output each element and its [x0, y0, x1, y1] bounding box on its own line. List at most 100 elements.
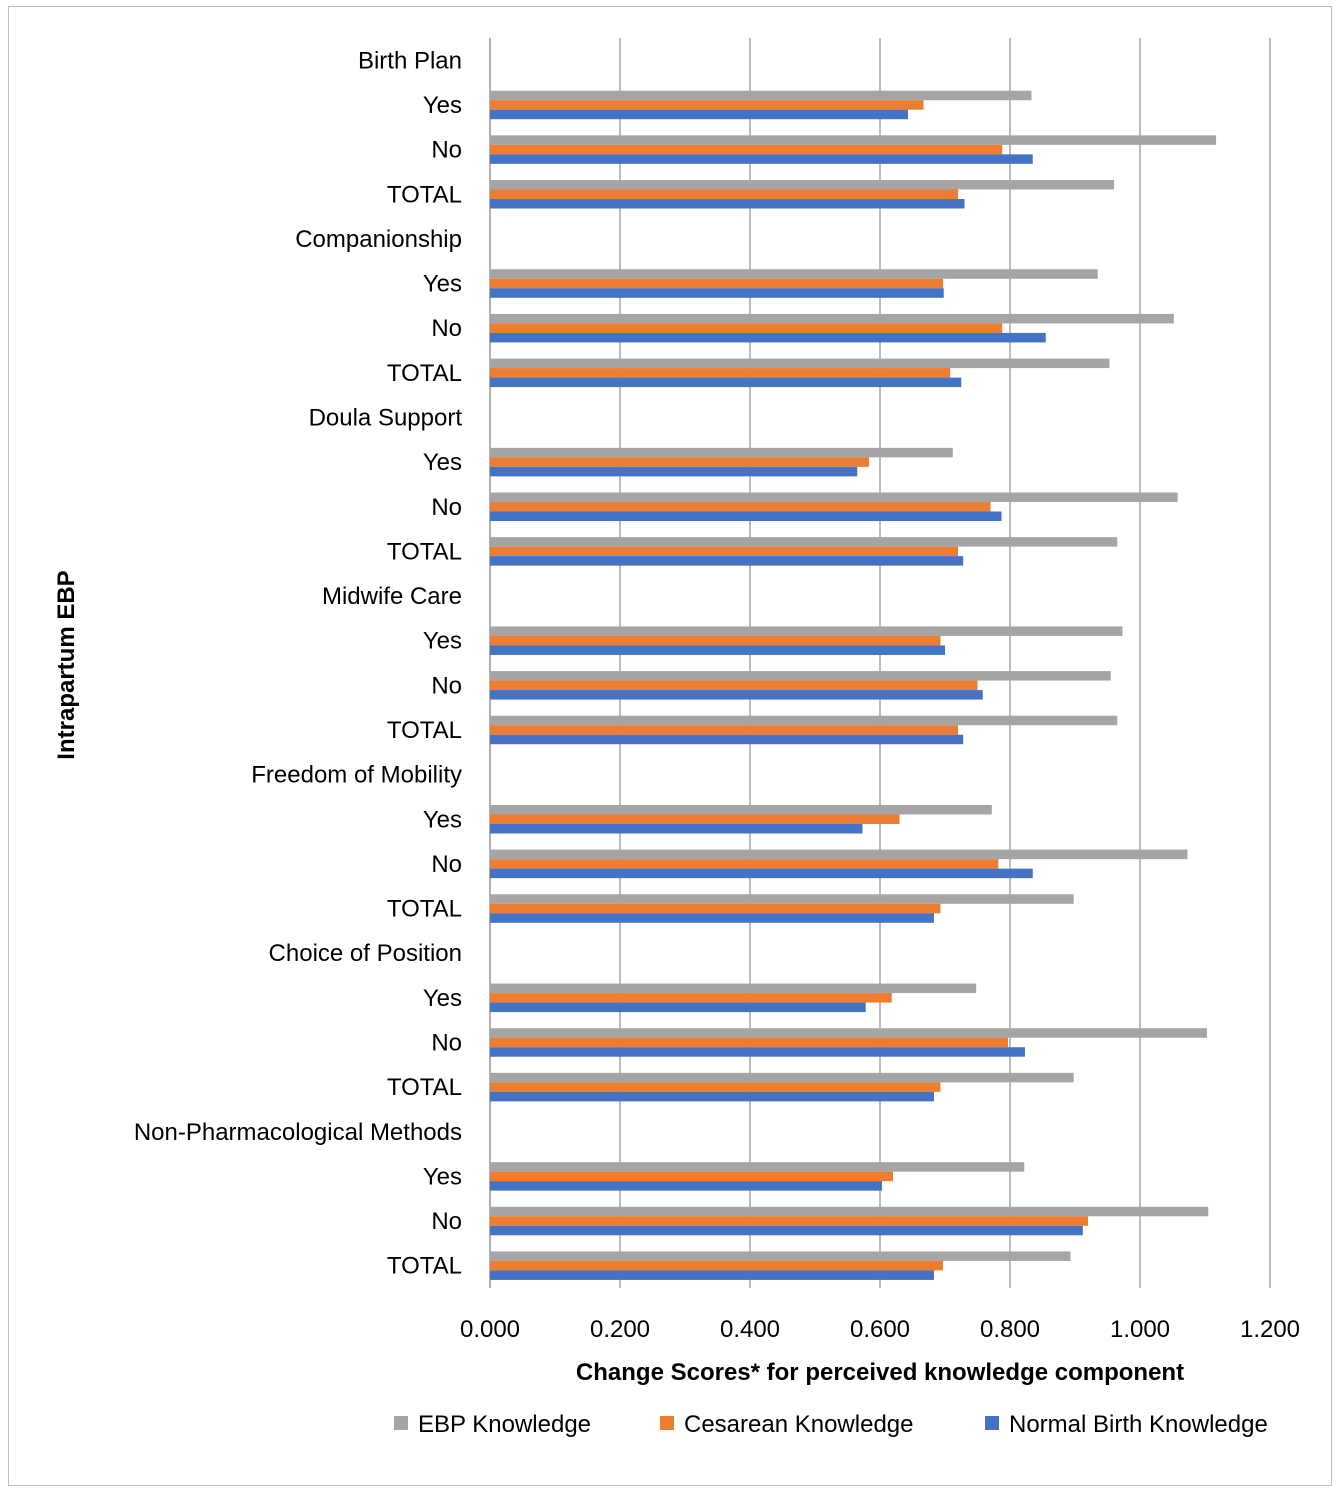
bar-cesarean-knowledge: [490, 457, 869, 467]
category-label: No: [431, 1208, 462, 1235]
x-tick-label: 1.000: [1110, 1316, 1170, 1343]
bar-cesarean-knowledge: [490, 278, 944, 289]
bars: [490, 90, 1217, 1280]
category-label: Yes: [423, 271, 462, 298]
category-label: TOTAL: [387, 181, 462, 208]
bar-cesarean-knowledge: [490, 725, 958, 735]
legend-item: Cesarean Knowledge: [660, 1411, 914, 1438]
bar-ebp-knowledge: [490, 135, 1217, 145]
bar-cesarean-knowledge: [490, 1037, 1009, 1048]
bar-normal-birth-knowledge: [490, 511, 1002, 521]
category-label: Doula Support: [309, 404, 463, 431]
bar-ebp-knowledge: [490, 269, 1098, 279]
legend-label: EBP Knowledge: [418, 1411, 591, 1438]
category-label: No: [431, 851, 462, 878]
bar-cesarean-knowledge: [490, 100, 924, 110]
bar-normal-birth-knowledge: [490, 377, 962, 388]
bar-ebp-knowledge: [490, 447, 953, 458]
bar-ebp-knowledge: [490, 90, 1032, 101]
bar-ebp-knowledge: [490, 358, 1110, 369]
category-label: No: [431, 1029, 462, 1056]
category-label: No: [431, 315, 462, 342]
bar-normal-birth-knowledge: [490, 868, 1033, 879]
category-label: TOTAL: [387, 360, 462, 387]
bar-cesarean-knowledge: [490, 1216, 1088, 1226]
bar-ebp-knowledge: [490, 805, 992, 815]
legend-swatch: [660, 1416, 674, 1430]
bar-cesarean-knowledge: [490, 323, 1003, 333]
category-label: TOTAL: [387, 1253, 462, 1280]
bar-normal-birth-knowledge: [490, 199, 965, 209]
legend-item: Normal Birth Knowledge: [985, 1411, 1268, 1438]
category-label: Choice of Position: [269, 940, 462, 967]
bar-ebp-knowledge: [490, 626, 1123, 636]
x-tick-label: 0.600: [850, 1316, 910, 1343]
bar-normal-birth-knowledge: [490, 645, 945, 655]
x-axis-title: Change Scores* for perceived knowledge c…: [576, 1359, 1184, 1386]
category-label: Yes: [423, 628, 462, 655]
legend: EBP Knowledge Cesarean Knowledge Normal Bi…: [394, 1411, 1268, 1438]
x-tick-label: 1.200: [1240, 1316, 1300, 1343]
category-label: Midwife Care: [322, 583, 462, 610]
category-labels: Birth Plan Yes No TOTAL Companionship Yes No TO…: [134, 47, 463, 1279]
bar-cesarean-knowledge: [490, 635, 941, 646]
bar-normal-birth-knowledge: [490, 466, 858, 477]
bar-cesarean-knowledge: [490, 1082, 941, 1092]
bar-normal-birth-knowledge: [490, 154, 1033, 164]
category-label: TOTAL: [387, 538, 462, 565]
category-label: TOTAL: [387, 1074, 462, 1101]
bar-cesarean-knowledge: [490, 189, 958, 199]
bar-cesarean-knowledge: [490, 680, 978, 691]
category-label: No: [431, 672, 462, 699]
bar-normal-birth-knowledge: [490, 1181, 882, 1191]
category-label: Birth Plan: [358, 47, 462, 74]
bar-cesarean-knowledge: [490, 368, 951, 378]
bar-ebp-knowledge: [490, 894, 1074, 904]
x-tick-label: 0.400: [720, 1316, 780, 1343]
bar-ebp-knowledge: [490, 1072, 1074, 1083]
x-tick-label: 0.800: [980, 1316, 1040, 1343]
x-tick-label: 0.000: [460, 1316, 520, 1343]
x-tick-label: 0.200: [590, 1316, 650, 1343]
bar-ebp-knowledge: [490, 1206, 1209, 1217]
chart-frame: [8, 6, 1332, 1486]
bar-normal-birth-knowledge: [490, 734, 964, 745]
legend-item: EBP Knowledge: [394, 1411, 591, 1438]
category-label: No: [431, 494, 462, 521]
bar-normal-birth-knowledge: [490, 913, 934, 923]
bar-ebp-knowledge: [490, 983, 977, 994]
bar-cesarean-knowledge: [490, 144, 1003, 155]
bar-normal-birth-knowledge: [490, 1270, 934, 1280]
bar-cesarean-knowledge: [490, 1260, 944, 1271]
category-label: Non-Pharmacological Methods: [134, 1119, 462, 1146]
bar-cesarean-knowledge: [490, 502, 991, 512]
bar-ebp-knowledge: [490, 715, 1118, 726]
bar-cesarean-knowledge: [490, 993, 892, 1003]
bar-ebp-knowledge: [490, 492, 1178, 502]
bar-ebp-knowledge: [490, 1028, 1207, 1038]
y-axis-title: Intrapartum EBP: [53, 570, 80, 759]
category-label: Freedom of Mobility: [251, 762, 462, 789]
x-tick-labels: 0.000 0.200 0.400 0.600 0.800 1.000 1.200: [460, 1316, 1300, 1343]
bar-normal-birth-knowledge: [490, 109, 908, 120]
category-label: Yes: [423, 1163, 462, 1190]
bar-normal-birth-knowledge: [490, 1047, 1025, 1057]
bar-cesarean-knowledge: [490, 903, 941, 914]
category-label: TOTAL: [387, 717, 462, 744]
legend-label: Normal Birth Knowledge: [1009, 1411, 1268, 1438]
bar-normal-birth-knowledge: [490, 1225, 1083, 1236]
category-label: Yes: [423, 449, 462, 476]
bar-ebp-knowledge: [490, 537, 1118, 547]
category-label: Companionship: [295, 226, 462, 253]
bar-normal-birth-knowledge: [490, 288, 944, 298]
category-label: TOTAL: [387, 896, 462, 923]
category-label: Yes: [423, 985, 462, 1012]
legend-swatch: [985, 1416, 999, 1430]
category-label: Yes: [423, 806, 462, 833]
bar-ebp-knowledge: [490, 180, 1114, 190]
bar-ebp-knowledge: [490, 849, 1188, 860]
bar-normal-birth-knowledge: [490, 690, 983, 700]
category-label: Yes: [423, 92, 462, 119]
legend-swatch: [394, 1416, 408, 1430]
